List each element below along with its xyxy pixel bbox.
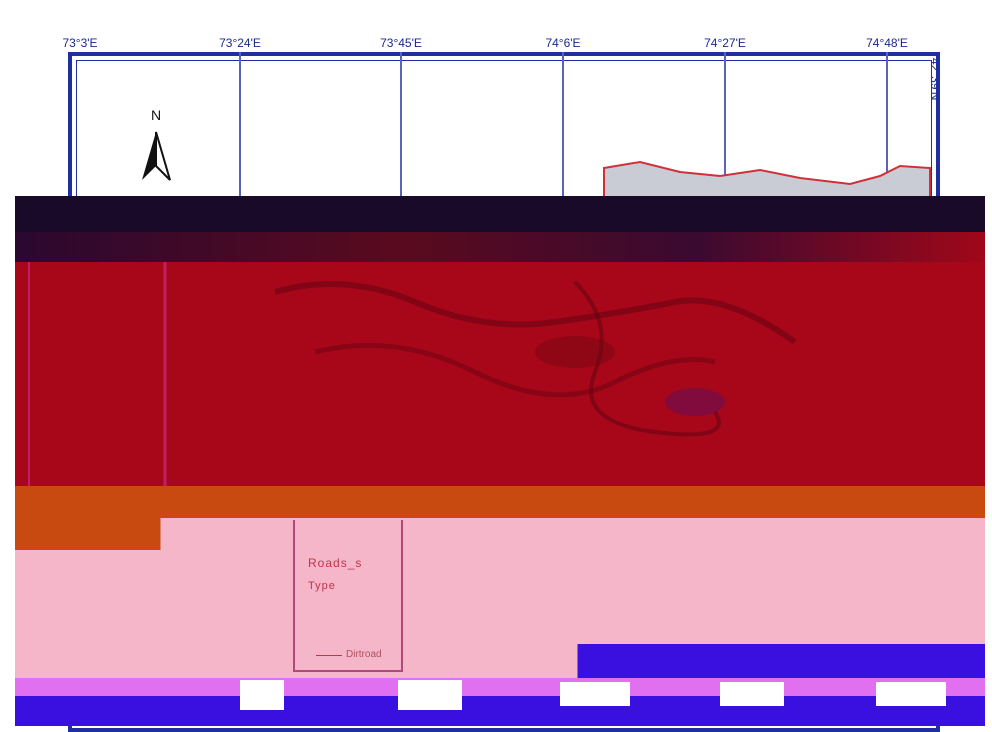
dirtroad-symbol	[316, 655, 342, 656]
noise-artifacts	[15, 678, 985, 710]
pink-raster-band	[15, 518, 985, 550]
legend-item-dirtroad: Dirtroad	[346, 649, 382, 660]
lon-tick-label: 73°24'E	[219, 36, 261, 50]
dark-raster-band	[15, 232, 985, 262]
legend-subtitle: Type	[308, 580, 336, 592]
study-area-boundary	[603, 160, 931, 201]
north-arrow-icon: N	[142, 107, 171, 181]
lon-tick-label: 74°48'E	[866, 36, 908, 50]
lon-tick-label: 73°45'E	[380, 36, 422, 50]
lon-tick-label: 74°6'E	[545, 36, 581, 50]
terrain-relief	[28, 262, 797, 486]
violet-raster-band	[15, 644, 985, 678]
legend-panel	[293, 520, 403, 672]
legend-title: Roads_s	[308, 556, 363, 570]
graticule-line	[724, 52, 726, 202]
graticule-line	[239, 52, 241, 202]
graticule-line	[400, 52, 402, 202]
graticule-line	[886, 52, 888, 202]
lon-tick-label: 73°3'E	[62, 36, 98, 50]
pink-raster-band	[15, 550, 985, 644]
dark-raster-band	[15, 196, 985, 232]
terrain-raster	[15, 262, 985, 486]
north-arrow-label: N	[151, 107, 161, 123]
graticule-line	[562, 52, 564, 202]
lon-tick-label: 74°27'E	[704, 36, 746, 50]
orange-raster-band	[15, 486, 985, 518]
